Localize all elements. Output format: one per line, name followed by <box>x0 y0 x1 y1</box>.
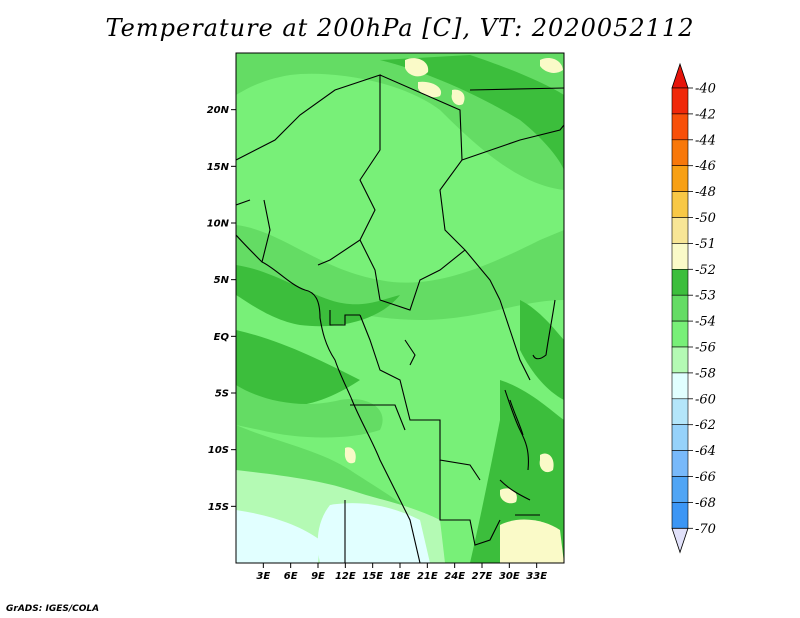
colorbar-swatch <box>671 450 689 477</box>
colorbar-label: -40 <box>695 82 716 97</box>
colorbar-swatch <box>671 294 689 322</box>
colorbar-swatch <box>671 113 689 141</box>
colorbar-swatch <box>671 165 689 192</box>
colorbar-swatch <box>671 372 689 400</box>
lat-tick-label: 15S <box>208 502 229 513</box>
colorbar-label: -60 <box>695 392 716 407</box>
colorbar-label: -58 <box>695 366 716 381</box>
colorbar-label: -52 <box>695 263 716 278</box>
colorbar-label: -64 <box>695 444 716 459</box>
colorbar-label: -56 <box>695 341 716 356</box>
colorbar-swatch <box>671 87 689 115</box>
colorbar-top-triangle <box>671 62 689 89</box>
colorbar-label: -44 <box>695 133 716 148</box>
colorbar-swatch <box>671 217 689 244</box>
colorbar-label: -54 <box>695 315 716 330</box>
colorbar-swatch <box>671 398 689 425</box>
lon-tick-label: 18E <box>390 571 411 582</box>
colorbar-label: -66 <box>695 470 716 485</box>
longitude-axis: 3E 6E 9E 12E 15E 18E 21E 24E 27E 30E 33E <box>256 563 547 582</box>
lon-tick-label: 6E <box>284 571 298 582</box>
lat-tick-label: 5N <box>214 275 230 286</box>
colorbar-label: -53 <box>695 289 716 304</box>
map-title: Temperature at 200hPa [C], VT: 202005211… <box>105 14 695 42</box>
colorbar-label: -48 <box>695 185 716 200</box>
lat-tick-label: 10N <box>207 219 230 230</box>
lon-tick-label: 12E <box>335 571 356 582</box>
colorbar-label: -46 <box>695 159 716 174</box>
latitude-axis: 20N 15N 10N 5N EQ 5S 10S 15S <box>207 105 236 513</box>
lon-tick-label: 27E <box>472 571 493 582</box>
colorbar-swatch <box>671 346 689 374</box>
colorbar-label: -68 <box>695 496 716 511</box>
colorbar-label: -42 <box>695 107 716 122</box>
colorbar-swatch <box>671 139 689 167</box>
colorbar-label: -50 <box>695 211 716 226</box>
temperature-field <box>236 53 564 563</box>
colorbar-swatch <box>671 268 689 296</box>
lat-tick-label: EQ <box>214 332 230 343</box>
lon-tick-label: 15E <box>362 571 383 582</box>
colorbar-swatch <box>671 243 689 270</box>
grads-credit: GrADS: IGES/COLA <box>6 604 100 614</box>
lon-tick-label: 21E <box>417 571 438 582</box>
colorbar-label: -62 <box>695 418 716 433</box>
colorbar-swatch <box>671 502 689 529</box>
lat-tick-label: 10S <box>208 445 229 456</box>
lon-tick-label: 3E <box>256 571 270 582</box>
lon-tick-label: 33E <box>526 571 547 582</box>
lon-tick-label: 24E <box>444 571 465 582</box>
colorbar-swatch <box>671 320 689 348</box>
lon-tick-label: 9E <box>311 571 325 582</box>
lat-tick-label: 20N <box>207 105 230 116</box>
colorbar-swatch <box>671 476 689 503</box>
coastlines-and-borders <box>236 74 564 563</box>
colorbar: -40 -42 -44 -46 -48 -50 -51 -52 -53 -54 -56 -58 -60 -… <box>671 62 716 554</box>
lon-tick-label: 30E <box>499 571 520 582</box>
colorbar-label: -51 <box>695 237 716 252</box>
colorbar-bottom-triangle <box>671 527 689 554</box>
colorbar-label: -70 <box>695 522 716 537</box>
lat-tick-label: 15N <box>207 162 230 173</box>
lat-tick-label: 5S <box>215 389 229 400</box>
colorbar-swatch <box>671 424 689 451</box>
colorbar-swatch <box>671 191 689 218</box>
